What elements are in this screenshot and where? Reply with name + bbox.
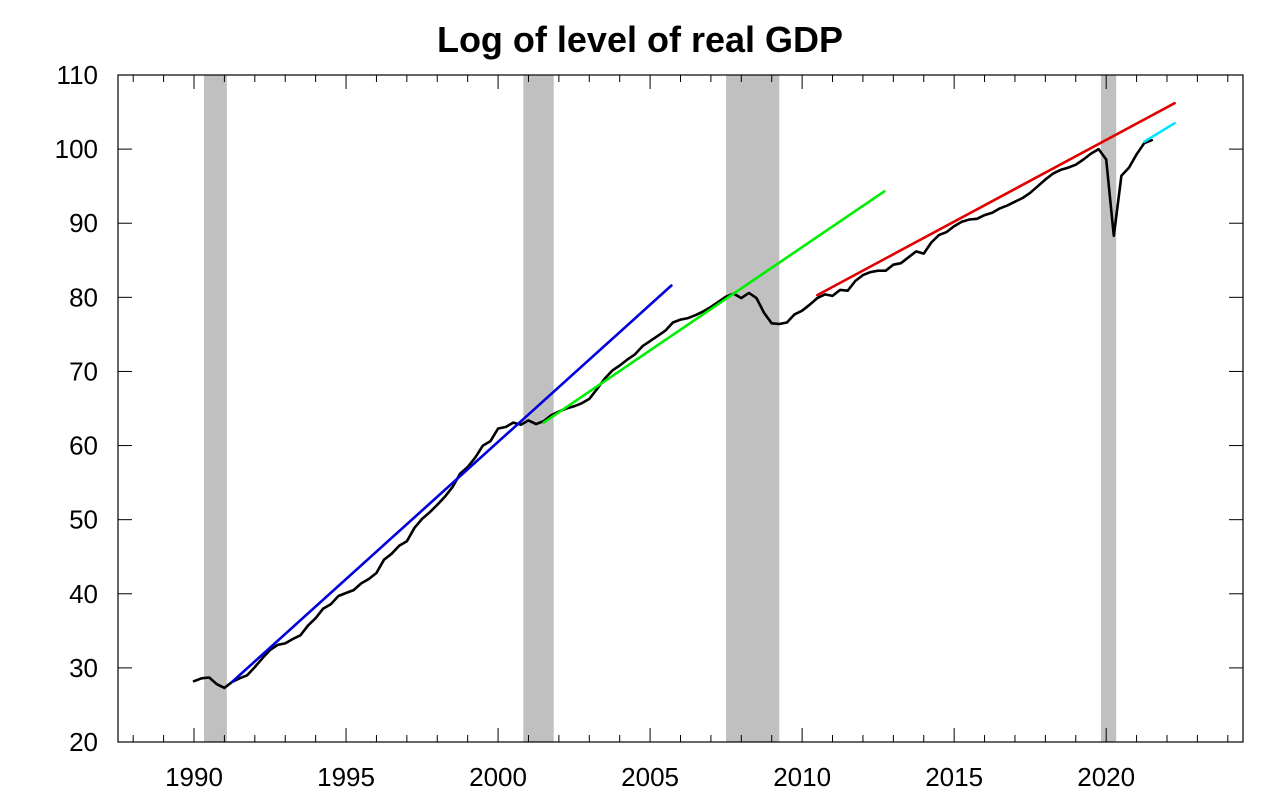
x-tick-label: 2005 — [621, 762, 679, 792]
x-tick-label: 2020 — [1077, 762, 1135, 792]
y-axis: 20 30 40 50 60 70 80 90 100 110 — [55, 60, 1243, 757]
x-tick-label: 1990 — [165, 762, 223, 792]
y-tick-label: 90 — [69, 208, 98, 238]
series-line-3 — [542, 190, 886, 424]
y-tick-label: 20 — [69, 727, 98, 757]
chart-title: Log of level of real GDP — [437, 19, 843, 60]
recession-shading — [204, 75, 1117, 742]
x-tick-label: 1995 — [317, 762, 375, 792]
series-line-1 — [192, 138, 1154, 690]
y-tick-label: 110 — [57, 60, 98, 90]
y-tick-label: 70 — [69, 356, 98, 386]
series-lines — [192, 101, 1176, 690]
recession-band-4 — [1101, 75, 1117, 742]
y-tick-label: 100 — [55, 134, 98, 164]
x-tick-label: 2000 — [469, 762, 527, 792]
x-axis: 1990 1995 2000 2005 2010 2015 2020 — [132, 75, 1229, 792]
y-tick-label: 30 — [69, 653, 98, 683]
recession-band-1 — [204, 75, 227, 742]
series-line-2 — [230, 284, 673, 684]
recession-band-3 — [726, 75, 780, 742]
series-line-4 — [815, 101, 1176, 297]
y-tick-label: 40 — [69, 579, 98, 609]
x-tick-label: 2010 — [773, 762, 831, 792]
x-tick-label: 2015 — [925, 762, 983, 792]
y-tick-label: 50 — [69, 505, 98, 535]
series-line-5 — [1142, 121, 1176, 143]
recession-band-2 — [523, 75, 554, 742]
y-tick-label: 80 — [69, 282, 98, 312]
y-tick-label: 60 — [69, 431, 98, 461]
